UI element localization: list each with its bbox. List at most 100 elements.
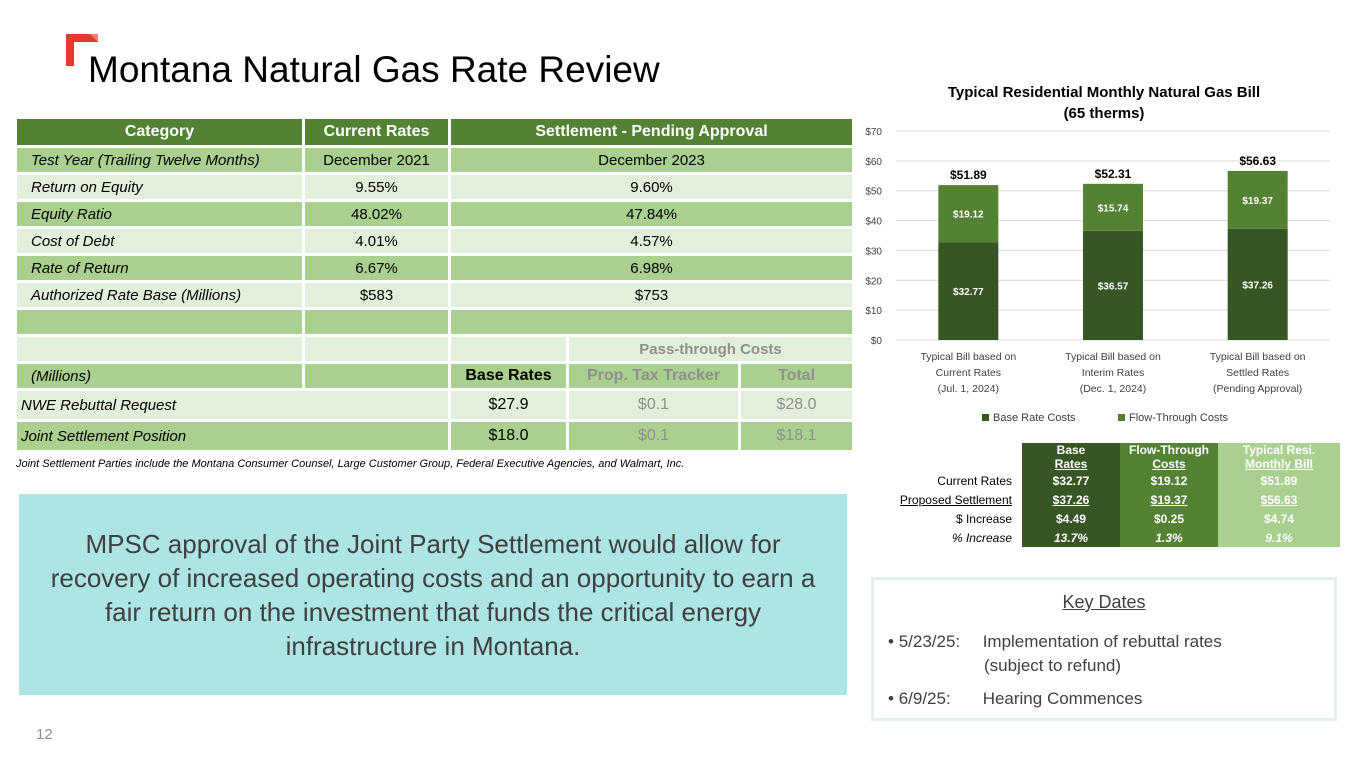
page-number: 12 [36,726,53,743]
bar-data-label: $37.26 [1242,280,1273,291]
summary-cell: $56.63 [1218,490,1340,509]
empty-cell [14,307,305,337]
bar-segment [1227,170,1288,229]
bar-segment [1083,230,1143,340]
summary-header-row: Base Rates Flow-Through Costs Typical Resi… [874,443,1340,471]
x-tick-label: Typical Bill based on [920,351,1016,363]
footnote: Joint Settlement Parties include the Mon… [16,458,685,470]
table-row-pass-through: Pass-through Costs [14,334,856,364]
row-label: Cost of Debt [14,226,305,256]
header-line: Costs [1152,457,1186,471]
header-line: Monthly Bill [1245,457,1313,471]
subheader-prop-tax: Prop. Tax Tracker [566,361,741,391]
request-total: $28.0 [737,388,856,422]
row-label: Authorized Rate Base (Millions) [14,280,305,310]
key-date: 6/9/25: [898,689,951,708]
row-current: December 2021 [302,145,451,175]
row-settlement: $753 [447,280,856,310]
chart-title: Typical Residential Monthly Natural Gas … [880,82,1328,124]
request-base: $27.9 [448,388,569,422]
key-date-text: Implementation of rebuttal rates [982,632,1222,651]
key-date-subtext: (subject to refund) [984,656,1122,675]
table-row-empty [14,307,856,337]
empty-cell [447,307,856,337]
summary-cell: 13.7% [1022,528,1120,547]
summary-cell: 9.1% [1218,528,1340,547]
bar-data-label: $36.57 [1098,281,1129,292]
x-tick-label: Current Rates [936,367,1001,379]
summary-table: Base Rates Flow-Through Costs Typical Resi… [874,443,1340,547]
header-line: Base [1056,443,1086,457]
y-tick-label: $50 [865,187,882,198]
summary-row: $ Increase $4.49 $0.25 $4.74 [874,509,1340,528]
row-current: 9.55% [302,172,451,202]
row-settlement: 4.57% [447,226,856,256]
summary-cell: $4.74 [1218,509,1340,528]
summary-cell: $4.49 [1022,509,1120,528]
summary-row-label: % Increase [874,528,1022,547]
summary-header-base: Base Rates [1022,443,1120,471]
summary-row-label: Proposed Settlement [874,490,1022,509]
company-logo [66,34,98,66]
y-tick-label: $40 [865,217,882,228]
bar-data-label: $19.12 [953,210,984,221]
pass-through-header: Pass-through Costs [565,334,856,364]
millions-label: (Millions) [14,361,305,391]
row-current: 4.01% [302,226,451,256]
summary-cell: $37.26 [1022,490,1120,509]
legend-entry: Flow-Through Costs [1129,412,1229,424]
legend-swatch [982,414,989,421]
y-tick-label: $70 [865,127,882,138]
bar-total-label: $56.63 [1239,154,1276,168]
subheader-total: Total [737,361,856,391]
page-title: Montana Natural Gas Rate Review [88,49,660,90]
request-tax: $0.1 [566,419,741,453]
summary-row-label: $ Increase [874,509,1022,528]
summary-cell: $19.37 [1120,490,1218,509]
summary-row: % Increase 13.7% 1.3% 9.1% [874,528,1340,547]
legend-swatch [1118,414,1125,421]
subheader-base-rates: Base Rates [448,361,569,391]
table-row: Joint Settlement Position $18.0 $0.1 $18… [14,419,856,453]
bill-chart: $0 $10 $20 $30 $40 $50 $60 $70 $32.77 $19.12 $51.8… [865,127,1330,424]
request-label: NWE Rebuttal Request [14,388,451,422]
header-category: Category [14,116,305,148]
bar-segment [1083,183,1143,231]
empty-cell [448,334,569,364]
x-tick-label: Typical Bill based on [1065,351,1161,363]
bar-data-label: $15.74 [1098,203,1129,214]
table-header-row: Category Current Rates Settlement - Pend… [14,116,856,148]
summary-cell: $0.25 [1120,509,1218,528]
callout-text: MPSC approval of the Joint Party Settlem… [50,528,816,661]
callout-box: MPSC approval of the Joint Party Settlem… [19,494,847,695]
summary-cell: 1.3% [1120,528,1218,547]
chart-title-main: Typical Residential Monthly Natural Gas … [947,84,1261,101]
table-row: Cost of Debt 4.01% 4.57% [14,226,856,256]
key-date: 5/23/25: [898,632,961,651]
bar-data-label: $32.77 [953,287,984,298]
row-settlement: 47.84% [447,199,856,229]
summary-cell: $19.12 [1120,471,1218,490]
row-label: Equity Ratio [14,199,305,229]
row-current: 48.02% [302,199,451,229]
bar-total-label: $51.89 [950,168,987,182]
summary-header-total: Typical Resi. Monthly Bill [1218,443,1340,471]
table-row: Return on Equity 9.55% 9.60% [14,172,856,202]
key-date-text: Hearing Commences [982,689,1143,708]
row-label: Rate of Return [14,253,305,283]
summary-cell: $32.77 [1022,471,1120,490]
bar-segment [938,242,999,340]
y-tick-label: $20 [865,276,882,287]
summary-row-label: Current Rates [874,471,1022,490]
table-row: Authorized Rate Base (Millions) $583 $75… [14,280,856,310]
bar-segment [938,185,999,243]
chart-subtitle: (65 therms) [1063,105,1145,122]
request-total: $18.1 [737,419,856,453]
key-dates-title: Key Dates [1062,592,1146,612]
row-settlement: December 2023 [447,145,856,175]
x-tick-label: Typical Bill based on [1210,351,1306,363]
table-row: Rate of Return 6.67% 6.98% [14,253,856,283]
y-tick-label: $30 [865,246,882,257]
summary-header-flow: Flow-Through Costs [1120,443,1218,471]
bar-segment [1227,228,1288,340]
